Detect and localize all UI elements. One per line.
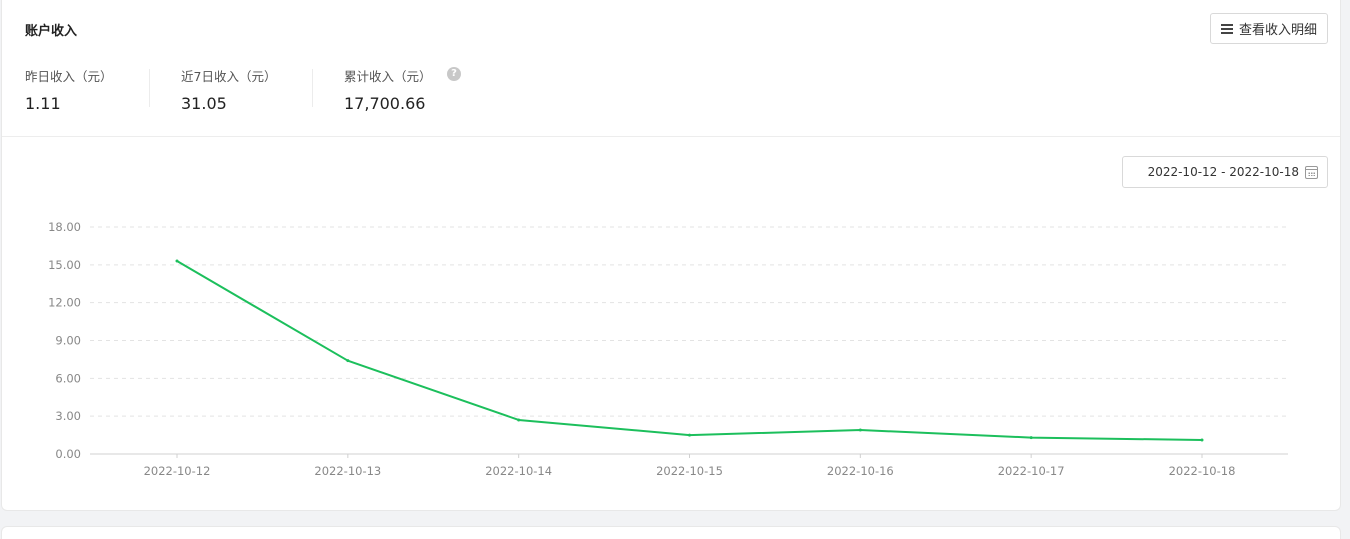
x-tick-label: 2022-10-14 [485,464,552,478]
stat-yesterday: 昨日收入（元） 1.11 [25,66,113,113]
stat-label: 昨日收入（元） [25,69,113,84]
data-point[interactable] [1029,436,1033,440]
y-tick-label: 15.00 [48,258,81,272]
data-point[interactable] [688,433,691,437]
calendar-icon [1305,165,1318,179]
x-tick-label: 2022-10-16 [827,464,894,478]
x-tick-label: 2022-10-12 [144,464,211,478]
y-tick-label: 9.00 [55,334,81,348]
card-title: 账户收入 [25,24,78,39]
y-tick-label: 18.00 [48,220,81,234]
y-tick-label: 6.00 [55,371,81,385]
series-line [176,260,1203,442]
income-line-chart: 0.00 3.00 6.00 9.00 12.00 15.00 18.00 2022-10-1… [48,220,1288,478]
date-range-value: 2022-10-12 - 2022-10-18 [1147,165,1299,179]
x-tick-label: 2022-10-17 [998,464,1065,478]
next-card [1,526,1341,539]
stat-last-7-days: 近7日收入（元） 31.05 [181,66,276,113]
x-tick-label: 2022-10-18 [1169,464,1236,478]
view-income-detail-label: 查看收入明细 [1238,23,1317,38]
stat-separator [312,69,313,107]
y-tick-label: 3.00 [55,409,81,423]
stat-value: 31.05 [181,94,227,113]
stat-separator [149,69,150,107]
stat-value: 17,700.66 [344,94,426,113]
date-range-picker[interactable]: 2022-10-12 - 2022-10-18 [1122,156,1328,188]
y-tick-label: 12.00 [48,296,81,310]
stat-value: 1.11 [25,94,61,113]
stat-total: 累计收入（元） 17,700.66 [344,66,432,113]
data-point[interactable] [1200,438,1204,442]
data-point[interactable] [858,428,862,432]
section-divider [2,136,1340,137]
x-tick-label: 2022-10-15 [656,464,723,478]
view-income-detail-button[interactable]: 查看收入明细 [1210,13,1328,44]
y-tick-label: 0.00 [55,447,81,461]
data-point[interactable] [175,259,179,263]
account-income-card: 账户收入 查看收入明细 昨日收入（元） 1.11 近7日收入（元） 31.05 … [1,0,1341,511]
data-point[interactable] [517,418,521,422]
help-icon[interactable]: ? [447,67,461,81]
menu-icon [1220,23,1233,34]
stat-label: 近7日收入（元） [181,69,277,84]
x-tick-label: 2022-10-13 [314,464,381,478]
stat-label: 累计收入（元） [344,69,432,84]
data-point[interactable] [346,359,350,363]
